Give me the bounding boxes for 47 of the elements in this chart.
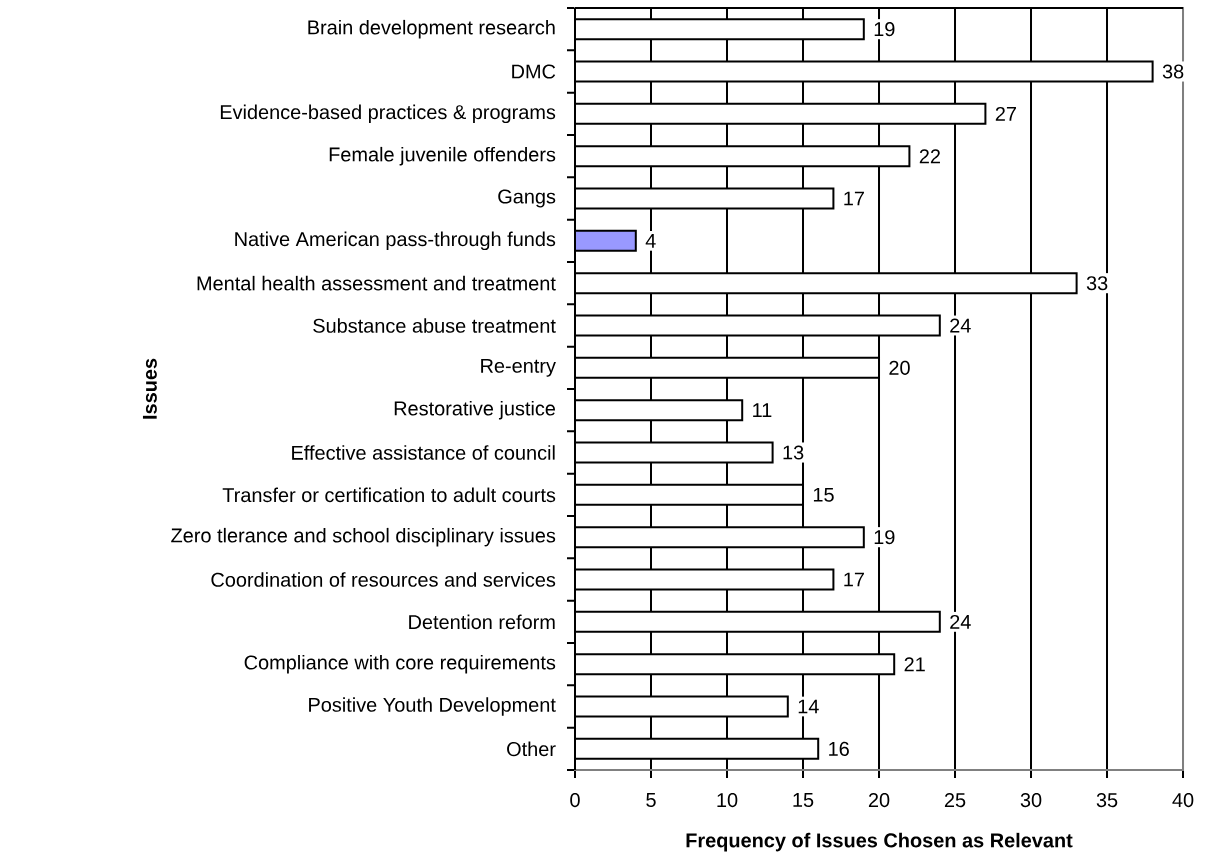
data-label: 15	[813, 487, 834, 502]
y-tick-label: Positive Youth Development	[309, 697, 556, 716]
data-label: 38	[1162, 64, 1184, 79]
data-label: 20	[889, 360, 910, 375]
y-tick-label: Substance abuse treatment	[313, 318, 556, 333]
x-tick-label: 5	[646, 793, 656, 807]
data-label: 11	[753, 403, 772, 418]
data-label: 33	[1086, 276, 1108, 291]
x-tick-label: 20	[868, 793, 890, 808]
y-tick-label: Evidence-based practices & programs	[220, 104, 556, 124]
data-label: 4	[645, 233, 656, 248]
y-tick-label: Brain development research	[308, 19, 555, 39]
data-label: 17	[844, 191, 864, 206]
data-label: 19	[874, 530, 895, 545]
y-tick-label: Restorative justice	[394, 400, 556, 420]
x-tick-label: 25	[944, 793, 966, 808]
data-label: 24	[950, 614, 971, 629]
data-label: 14	[798, 699, 819, 714]
x-tick-label: 0	[570, 793, 580, 808]
data-label: 17	[844, 572, 864, 587]
y-tick-label: Effective assistance of council	[292, 445, 555, 460]
y-tick-label: Female juvenile offenders	[329, 146, 556, 166]
x-tick-label: 15	[793, 793, 814, 807]
y-tick-label: Other	[507, 741, 556, 757]
y-tick-label: Mental health assessment and treatment	[197, 275, 556, 291]
y-tick-label: Gangs	[498, 189, 556, 208]
y-tick-label: Compliance with core requirements	[244, 654, 556, 674]
data-label: 13	[783, 445, 804, 460]
x-tick-label: 35	[1096, 793, 1118, 808]
y-tick-label: DMC	[512, 64, 556, 79]
y-tick-label: Zero tlerance and school disciplinary issues	[171, 527, 556, 547]
data-label: 19	[874, 22, 895, 37]
data-label: 24	[950, 318, 971, 333]
y-tick-label: Re-entry	[481, 358, 556, 377]
x-axis-title: Frequency of Issues Chosen as Relevant	[686, 832, 1073, 852]
y-tick-label: Coordination of resources and services	[211, 572, 556, 587]
data-label: 16	[829, 741, 849, 756]
y-axis-title: Issues	[142, 358, 157, 419]
x-tick-label: 30	[1020, 793, 1042, 808]
y-tick-label: Transfer or certification to adult courts	[222, 487, 556, 503]
data-label: 27	[995, 106, 1016, 121]
y-tick-label: Detention reform	[409, 614, 555, 630]
data-label: 21	[904, 657, 925, 672]
data-label: 22	[919, 149, 940, 164]
x-tick-label: 40	[1172, 793, 1194, 808]
y-tick-label: Native American pass-through funds	[235, 231, 556, 251]
x-tick-label: 10	[717, 793, 738, 808]
